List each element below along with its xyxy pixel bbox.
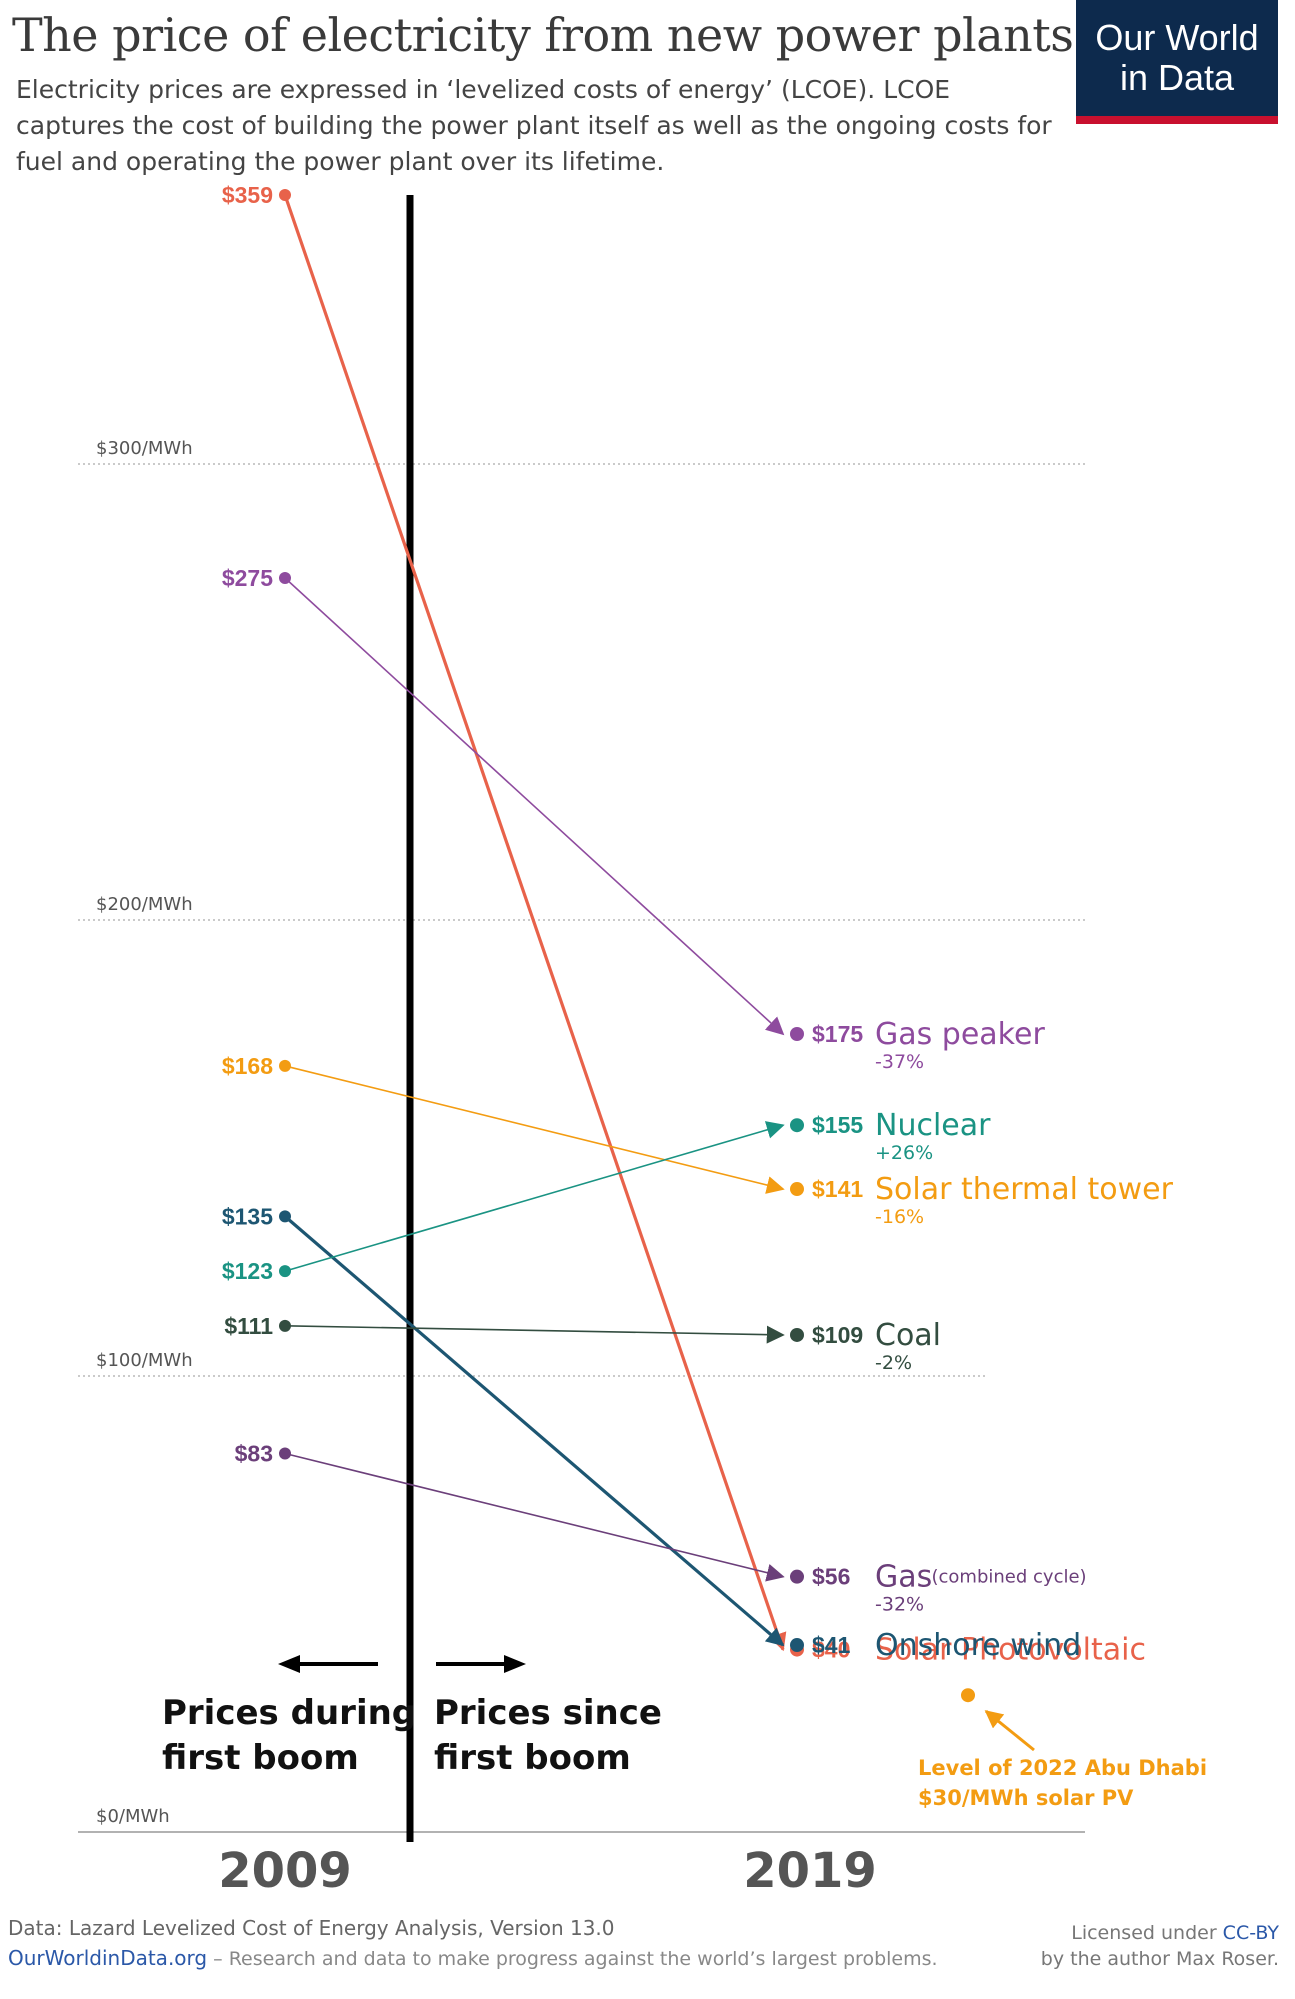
series-lines bbox=[279, 188, 804, 1657]
label-end-solar_pv: $40 bbox=[812, 1637, 850, 1663]
label-start-coal: $111 bbox=[224, 1313, 273, 1339]
series-change-gas_combined: -32% bbox=[875, 1594, 924, 1616]
point-start-gas_combined bbox=[279, 1447, 291, 1460]
series-labels: $359 $40 Solar Photovoltaic $275 $175 Gas pea… bbox=[222, 182, 1174, 1668]
point-start-onshore_wind bbox=[279, 1210, 291, 1223]
series-name-coal: Coal bbox=[875, 1318, 941, 1353]
point-end-nuclear bbox=[790, 1118, 804, 1133]
series-change-gas_peaker: -37% bbox=[875, 1051, 924, 1073]
point-start-solar_pv bbox=[279, 188, 291, 201]
series-change-nuclear: +26% bbox=[875, 1142, 933, 1164]
chart-title: The price of electricity from new power … bbox=[12, 8, 1074, 62]
y-tick-label-300: $300/MWh bbox=[96, 438, 193, 459]
left-boom-text-1: Prices during bbox=[162, 1693, 416, 1733]
point-end-coal bbox=[790, 1327, 804, 1342]
series-line-onshore_wind bbox=[283, 1215, 785, 1647]
label-start-gas_combined: $83 bbox=[235, 1441, 273, 1467]
abu-dhabi-text-1: Level of 2022 Abu Dhabi bbox=[918, 1756, 1207, 1780]
logo-line-2: in Data bbox=[1119, 57, 1235, 98]
left-boom-text-2: first boom bbox=[162, 1738, 359, 1778]
point-end-gas_peaker bbox=[790, 1027, 804, 1041]
chart-subtitle: Electricity prices are expressed in ‘lev… bbox=[16, 75, 1052, 176]
label-start-nuclear: $123 bbox=[222, 1258, 273, 1284]
series-name-solar_thermal: Solar thermal tower bbox=[875, 1172, 1174, 1207]
x-tick-label-2019: 2019 bbox=[743, 1843, 877, 1899]
series-name-gas_combined: Gas bbox=[875, 1560, 932, 1595]
abu-dhabi-point bbox=[961, 1688, 975, 1703]
point-start-solar_thermal bbox=[279, 1059, 291, 1072]
series-name-solar_pv: Solar Photovoltaic bbox=[875, 1633, 1146, 1668]
point-end-onshore_wind bbox=[790, 1638, 804, 1653]
label-end-gas_peaker: $175 bbox=[812, 1021, 863, 1047]
x-tick-label-2009: 2009 bbox=[218, 1843, 352, 1899]
y-tick-label-0: $0/MWh bbox=[96, 1806, 170, 1827]
logo-line-1: Our World bbox=[1095, 17, 1259, 58]
annotations: Prices during first boom Prices since first… bbox=[162, 1655, 1207, 1810]
point-start-coal bbox=[279, 1319, 291, 1332]
owid-logo[interactable]: Our World in Data bbox=[1076, 0, 1278, 124]
series-line-nuclear bbox=[284, 1121, 785, 1272]
footer-license: Licensed under CC-BY by the author Max R… bbox=[1041, 1920, 1279, 1972]
label-start-solar_thermal: $168 bbox=[222, 1053, 273, 1079]
right-boom-text-1: Prices since bbox=[434, 1693, 662, 1733]
y-tick-label-200: $200/MWh bbox=[96, 894, 193, 915]
series-note-gas_combined: (combined cycle) bbox=[932, 1567, 1087, 1588]
point-start-gas_peaker bbox=[279, 572, 291, 584]
series-change-coal: -2% bbox=[875, 1352, 912, 1374]
footer-source: Data: Lazard Levelized Cost of Energy An… bbox=[8, 1916, 615, 1940]
series-name-nuclear: Nuclear bbox=[875, 1108, 991, 1143]
grid-lines: $0/MWh $100/MWh $200/MWh $300/MWh 2009 2019 bbox=[78, 438, 1088, 1899]
series-line-gas_combined bbox=[284, 1452, 785, 1582]
label-end-solar_thermal: $141 bbox=[812, 1176, 863, 1202]
right-arrow-head bbox=[504, 1655, 526, 1673]
point-end-gas_combined bbox=[790, 1569, 804, 1584]
point-start-nuclear bbox=[279, 1265, 291, 1278]
license-link[interactable]: CC-BY bbox=[1222, 1922, 1279, 1944]
license-prefix: Licensed under bbox=[1071, 1922, 1223, 1944]
abu-dhabi-arrow bbox=[984, 1710, 1035, 1752]
footer-tagline-row: OurWorldinData.org – Research and data t… bbox=[8, 1946, 938, 1970]
right-boom-text-2: first boom bbox=[434, 1738, 631, 1778]
footer-tagline: – Research and data to make progress aga… bbox=[207, 1948, 938, 1970]
label-start-gas_peaker: $275 bbox=[222, 565, 273, 591]
footer-site-link[interactable]: OurWorldinData.org bbox=[8, 1946, 208, 1970]
series-name-onshore_wind: Onshore wind bbox=[875, 1628, 1081, 1663]
abu-dhabi-text-2: $30/MWh solar PV bbox=[918, 1786, 1134, 1810]
series-line-coal bbox=[284, 1325, 785, 1344]
label-end-gas_combined: $56 bbox=[812, 1564, 850, 1590]
license-author: by the author Max Roser. bbox=[1040, 1948, 1279, 1970]
series-line-solar_pv bbox=[283, 194, 787, 1652]
label-end-onshore_wind: $41 bbox=[812, 1632, 851, 1658]
label-start-solar_pv: $359 bbox=[222, 182, 273, 208]
y-tick-label-100: $100/MWh bbox=[96, 1350, 193, 1371]
left-arrow-head bbox=[278, 1655, 300, 1673]
series-line-solar_thermal bbox=[284, 1065, 785, 1194]
series-line-gas_peaker bbox=[284, 577, 785, 1036]
series-change-solar_thermal: -16% bbox=[875, 1206, 924, 1228]
label-start-onshore_wind: $135 bbox=[222, 1203, 273, 1229]
label-end-nuclear: $155 bbox=[812, 1112, 863, 1138]
point-end-solar_thermal bbox=[790, 1182, 804, 1197]
series-name-gas_peaker: Gas peaker bbox=[875, 1017, 1045, 1052]
label-end-coal: $109 bbox=[812, 1322, 863, 1348]
